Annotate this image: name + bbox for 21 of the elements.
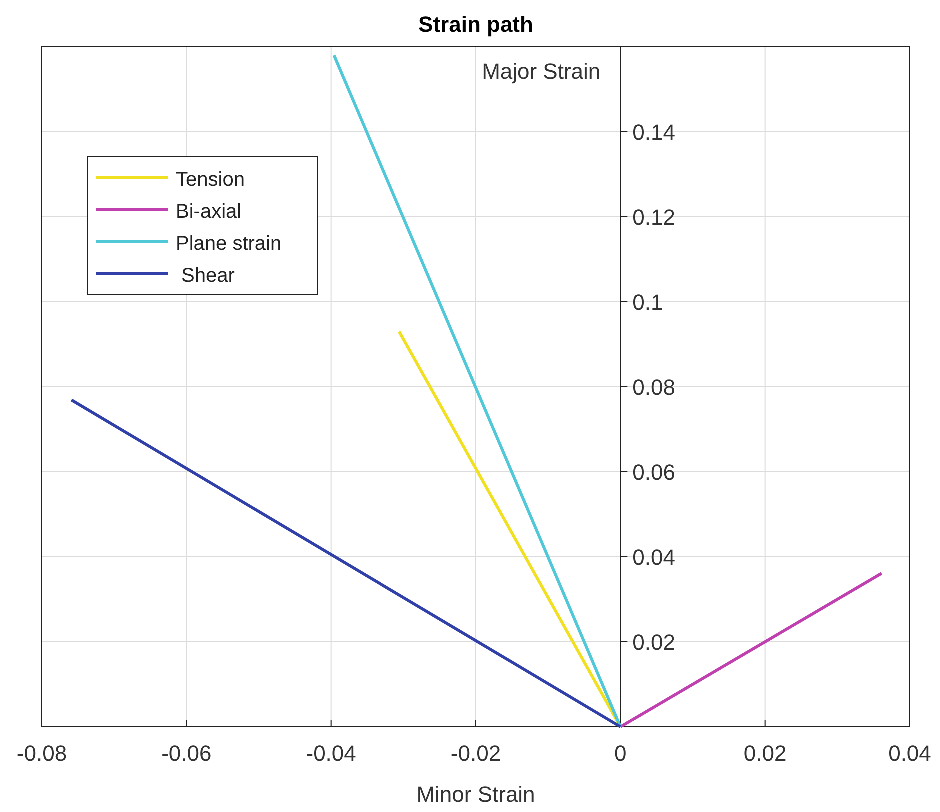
y-tick-label: 0.1 [632,290,664,315]
y-tick-label: 0.12 [632,205,676,230]
x-tick-label: 0 [614,741,627,766]
x-axis-title: Minor Strain [416,782,536,807]
legend-label: Tension [176,169,245,191]
x-tick-label: 0.04 [888,741,932,766]
y-tick-label: 0.02 [632,630,676,655]
y-axis-title: Major Strain [482,59,601,84]
x-tick-label: -0.06 [162,741,212,766]
legend-label: Plane strain [176,233,282,255]
legend-label: Bi-axial [176,201,242,223]
x-tick-label: -0.08 [16,741,68,766]
y-tick-label: 0.06 [632,460,676,485]
x-tick-label: -0.02 [450,741,502,766]
x-tick-label: 0.02 [744,741,787,766]
y-tick-label: 0.14 [632,120,676,145]
chart-title: Strain path [418,12,534,37]
y-tick-label: 0.08 [632,375,676,400]
x-tick-label: -0.04 [306,741,356,766]
legend-label: Shear [176,265,236,287]
y-tick-label: 0.04 [632,545,676,570]
